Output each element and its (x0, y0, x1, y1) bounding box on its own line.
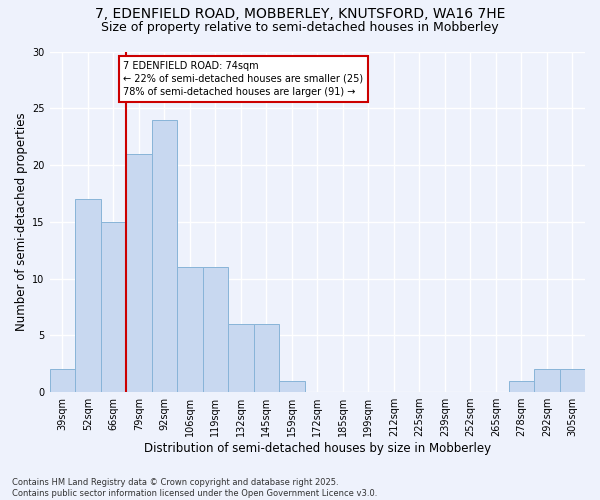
Bar (254, 324, 279, 392)
Bar (50, 370, 75, 392)
Text: Size of property relative to semi-detached houses in Mobberley: Size of property relative to semi-detach… (101, 21, 499, 34)
Bar (203, 267, 228, 392)
Bar (75, 199, 101, 392)
Bar (177, 267, 203, 392)
Bar (279, 380, 305, 392)
Y-axis label: Number of semi-detached properties: Number of semi-detached properties (15, 112, 28, 331)
Bar (101, 222, 126, 392)
Bar (152, 120, 177, 392)
Text: 7 EDENFIELD ROAD: 74sqm
← 22% of semi-detached houses are smaller (25)
78% of se: 7 EDENFIELD ROAD: 74sqm ← 22% of semi-de… (124, 60, 364, 97)
Text: 7, EDENFIELD ROAD, MOBBERLEY, KNUTSFORD, WA16 7HE: 7, EDENFIELD ROAD, MOBBERLEY, KNUTSFORD,… (95, 8, 505, 22)
Bar (534, 370, 560, 392)
Bar (560, 370, 585, 392)
Text: Contains HM Land Registry data © Crown copyright and database right 2025.
Contai: Contains HM Land Registry data © Crown c… (12, 478, 377, 498)
Bar (228, 324, 254, 392)
Bar (509, 380, 534, 392)
Bar (126, 154, 152, 392)
X-axis label: Distribution of semi-detached houses by size in Mobberley: Distribution of semi-detached houses by … (144, 442, 491, 455)
